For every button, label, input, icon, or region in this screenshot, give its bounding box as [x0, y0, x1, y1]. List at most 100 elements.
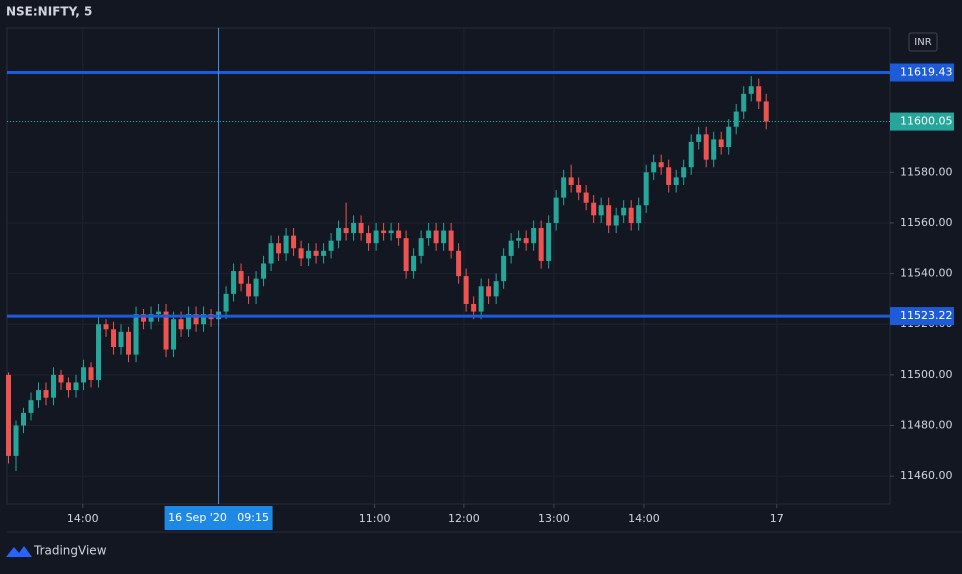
candle-body [441, 230, 447, 244]
last-price-label: 11600.05 [900, 115, 953, 128]
candle-body [621, 207, 627, 216]
currency-box [908, 32, 938, 52]
x-tick-label: 13:00 [538, 512, 570, 525]
candle-body [523, 238, 529, 244]
candle-body [726, 126, 732, 147]
candle-body [51, 374, 57, 398]
candle-body [486, 286, 492, 297]
brand[interactable]: TradingView [33, 544, 107, 558]
candle-body [126, 331, 132, 355]
candle-body [456, 250, 462, 277]
candle-body [351, 222, 357, 234]
candle-body [298, 248, 304, 259]
candle-body [403, 238, 409, 272]
candle-body [118, 331, 124, 348]
candle-body [426, 230, 432, 239]
candle-body [358, 222, 364, 234]
candle-body [741, 93, 747, 112]
candle-body [343, 228, 349, 234]
candle-body [58, 374, 64, 383]
candle-body [73, 382, 79, 391]
candle-body [673, 177, 679, 185]
candle-body [763, 101, 769, 122]
x-tick-label: 14:00 [67, 512, 99, 525]
price-label: 11619.43 [900, 65, 953, 78]
x-tick-label: 17 [770, 512, 784, 525]
candle-body [493, 281, 499, 297]
candle-body [591, 202, 597, 216]
y-tick-label: 11540.00 [900, 267, 953, 280]
candle-body [268, 243, 274, 264]
candle-body [276, 243, 282, 254]
candle-body [606, 205, 612, 226]
candle-body [231, 271, 237, 294]
candle-body [238, 271, 244, 284]
candle-body [643, 172, 649, 206]
y-tick-label: 11580.00 [900, 165, 953, 178]
candle-body [366, 233, 372, 244]
candle-body [478, 286, 484, 312]
candle-body [103, 324, 109, 330]
candle-body [636, 205, 642, 223]
x-tick-label: 12:00 [448, 512, 480, 525]
candle-body [688, 141, 694, 168]
candle-body [651, 162, 657, 173]
candle-body [148, 314, 154, 322]
candle-body [411, 255, 417, 272]
crosshair-label-box [164, 506, 273, 530]
candle-body [388, 230, 394, 234]
candle-body [748, 86, 754, 94]
price-label: 11523.22 [900, 309, 953, 322]
candle-body [516, 238, 522, 241]
candle-body [598, 205, 604, 216]
candle-body [13, 425, 19, 456]
candle-body [561, 177, 567, 198]
candle-body [666, 167, 672, 185]
candle-body [501, 255, 507, 282]
candle-body [711, 139, 717, 160]
price-label-box [890, 307, 954, 326]
candle-body [261, 263, 267, 279]
candle-body [381, 230, 387, 234]
candle-body [193, 314, 199, 325]
candle-body [433, 230, 439, 244]
plot-border [6, 27, 891, 505]
candle-body [471, 303, 477, 312]
candle-body [553, 197, 559, 223]
candle-body [681, 167, 687, 178]
candle-body [88, 367, 94, 380]
frame [6, 27, 962, 533]
candle-body [21, 412, 27, 426]
candle-body [43, 390, 49, 398]
candle-body [696, 134, 702, 142]
candle-body [703, 134, 709, 160]
candle-body [283, 235, 289, 254]
chart-title: NSE:NIFTY, 5 [6, 5, 92, 19]
y-tick-label: 11480.00 [900, 419, 953, 432]
candle-body [546, 222, 552, 261]
candle-body [156, 311, 162, 315]
candle-body [133, 314, 139, 355]
candle-body [306, 250, 312, 259]
candle-body [246, 283, 252, 297]
candle-body [613, 215, 619, 226]
last-price-box [890, 112, 954, 131]
logo [6, 546, 32, 557]
currency: INR [914, 37, 931, 48]
candle-body [186, 314, 192, 330]
candle-body [538, 228, 544, 261]
candle-body [396, 230, 402, 239]
price-label-box [890, 63, 954, 82]
candle-body [321, 250, 327, 256]
candle-body [28, 400, 34, 413]
candle-body [163, 311, 169, 350]
y-tick-label: 11560.00 [900, 216, 953, 229]
candle-body [96, 324, 102, 380]
candle-body [178, 319, 184, 330]
candle-body [418, 238, 424, 256]
candle-body [568, 177, 574, 185]
candle-body [448, 230, 454, 251]
candle-body [313, 250, 319, 256]
candle-body [328, 240, 334, 251]
